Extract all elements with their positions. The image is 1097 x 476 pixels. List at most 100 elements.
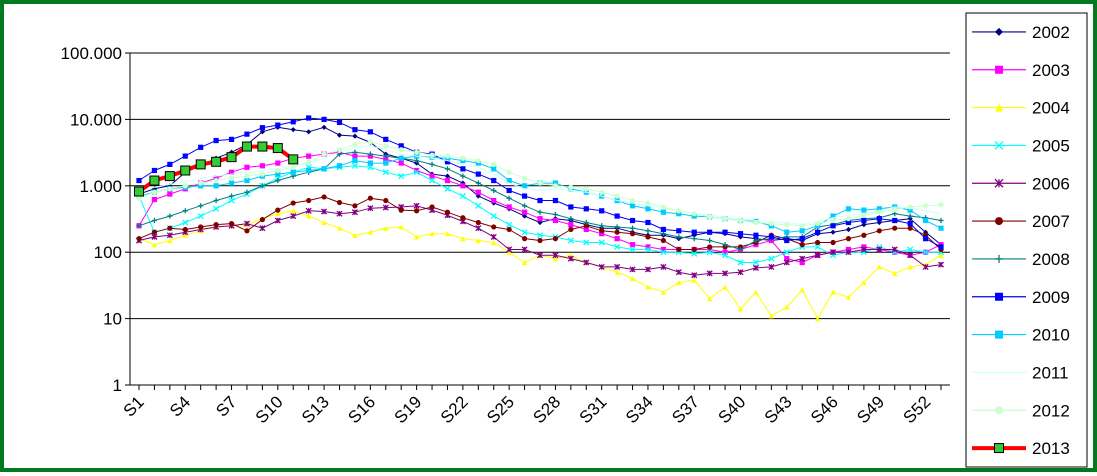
- data-point: [922, 236, 929, 242]
- data-point: [321, 116, 327, 122]
- data-point: [799, 242, 805, 248]
- data-point: [922, 249, 929, 256]
- data-point: [136, 223, 142, 229]
- data-point: [568, 216, 574, 222]
- data-point: [845, 294, 852, 300]
- data-point: [892, 270, 898, 276]
- data-point: [845, 236, 852, 242]
- data-point: [151, 217, 158, 224]
- x-tick-label: S25: [483, 392, 518, 427]
- data-point: [784, 256, 790, 262]
- data-point: [537, 180, 543, 186]
- data-point: [799, 223, 805, 229]
- data-point: [737, 246, 744, 253]
- y-tick-label: 10.000: [70, 110, 122, 129]
- data-point: [383, 143, 389, 149]
- data-point: [815, 316, 821, 322]
- data-point: [134, 186, 144, 197]
- data-point: [290, 164, 296, 170]
- data-point: [367, 205, 374, 212]
- data-point: [336, 163, 343, 169]
- data-point: [938, 202, 944, 208]
- x-tick-label: S19: [391, 392, 426, 427]
- data-point: [737, 306, 744, 312]
- data-point: [645, 234, 651, 240]
- data-point: [151, 242, 158, 248]
- data-point: [552, 252, 559, 259]
- data-point: [583, 223, 589, 229]
- data-point: [275, 160, 281, 166]
- data-point: [460, 183, 466, 189]
- data-point: [275, 177, 281, 184]
- data-point: [398, 155, 404, 161]
- data-point: [799, 255, 806, 262]
- data-point: [737, 217, 744, 224]
- data-point: [706, 249, 713, 256]
- data-point: [737, 231, 744, 237]
- data-point: [413, 169, 420, 176]
- data-point: [644, 266, 652, 273]
- data-point: [398, 147, 404, 153]
- data-point: [491, 177, 497, 184]
- data-point: [783, 259, 790, 266]
- data-point: [907, 220, 913, 227]
- data-point: [676, 228, 682, 234]
- data-point: [995, 217, 1003, 226]
- data-point: [336, 132, 343, 138]
- data-point: [599, 228, 605, 234]
- legend-item: 2007: [972, 212, 1070, 231]
- series-2011: [138, 145, 942, 226]
- data-point: [691, 246, 697, 253]
- data-point: [892, 206, 898, 213]
- data-point: [413, 202, 420, 209]
- series-2007: [136, 194, 944, 253]
- data-point: [552, 211, 559, 218]
- data-point: [151, 233, 158, 240]
- data-point: [243, 220, 251, 227]
- data-point: [876, 228, 882, 234]
- data-point: [182, 232, 188, 238]
- data-point: [938, 217, 944, 224]
- legend-item: 2003: [972, 61, 1070, 80]
- y-tick-label: 10: [103, 310, 122, 329]
- series-2008: [136, 149, 944, 253]
- data-point: [275, 167, 281, 174]
- data-point: [506, 169, 512, 175]
- data-point: [460, 166, 466, 172]
- data-point: [583, 186, 589, 192]
- data-point: [352, 149, 358, 155]
- x-tick-label: S46: [807, 392, 842, 427]
- data-point: [336, 225, 343, 231]
- data-point: [707, 214, 713, 220]
- data-point: [922, 263, 929, 270]
- data-point: [213, 183, 219, 189]
- data-point: [876, 216, 882, 222]
- data-point: [166, 232, 173, 239]
- data-point: [151, 167, 158, 174]
- x-tick-label: S34: [622, 392, 657, 427]
- data-point: [244, 173, 250, 179]
- data-point: [506, 187, 512, 194]
- data-point: [275, 211, 281, 217]
- data-point: [506, 226, 512, 233]
- data-point: [352, 157, 358, 164]
- data-point: [691, 236, 697, 242]
- data-point: [290, 200, 296, 206]
- legend-label: 2006: [1032, 174, 1070, 193]
- data-point: [306, 153, 312, 159]
- data-point: [491, 197, 497, 204]
- data-point: [568, 222, 574, 228]
- data-point: [275, 207, 281, 213]
- data-point: [599, 223, 605, 229]
- x-tick-label: S7: [212, 392, 240, 420]
- series-2005: [135, 162, 945, 266]
- data-point: [167, 213, 173, 219]
- data-point: [922, 217, 929, 224]
- series-2009: [136, 115, 944, 250]
- data-point: [351, 162, 358, 169]
- x-tick-label: S4: [166, 392, 194, 420]
- data-point: [830, 289, 836, 295]
- data-point: [660, 226, 666, 233]
- data-point: [398, 173, 405, 180]
- data-point: [521, 193, 528, 199]
